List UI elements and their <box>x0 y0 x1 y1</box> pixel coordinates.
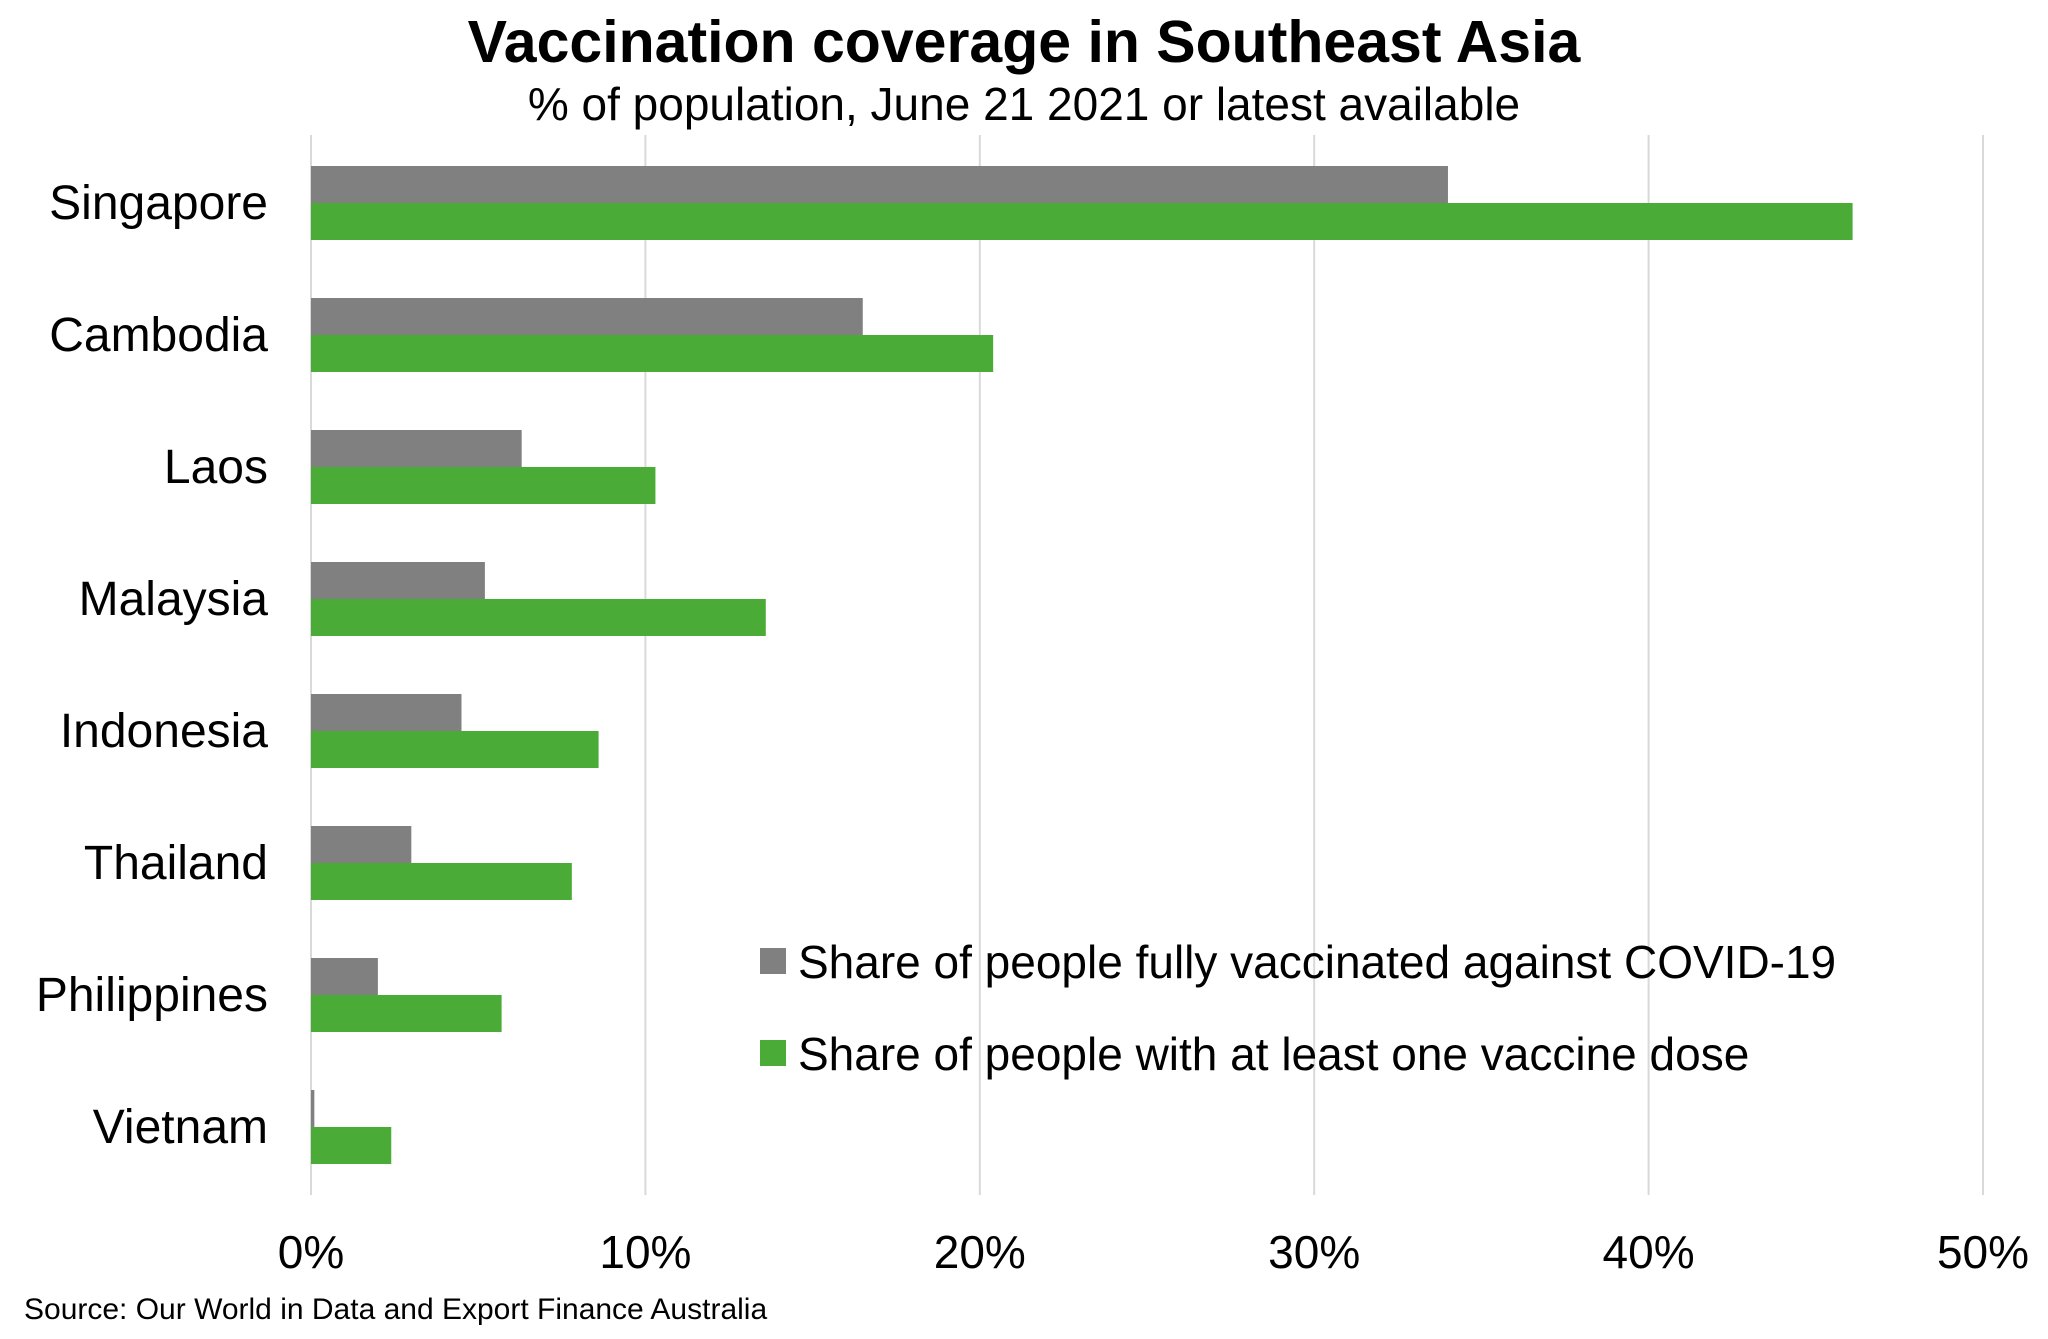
category-label: Vietnam <box>93 1101 268 1154</box>
bar-one-dose <box>311 203 1853 240</box>
category-label: Philippines <box>36 969 268 1022</box>
bar-one-dose <box>311 467 656 504</box>
category-labels: Singapore Cambodia Laos Malaysia Indonesia Th… <box>36 177 268 1154</box>
bar-fully-vaccinated <box>311 430 522 467</box>
category-label: Indonesia <box>60 705 268 758</box>
legend-swatch <box>760 948 786 974</box>
legend-swatch <box>760 1040 786 1066</box>
legend: Share of people fully vaccinated against… <box>760 936 1836 1080</box>
bar-fully-vaccinated <box>311 826 412 863</box>
bar-one-dose <box>311 335 994 372</box>
chart-subtitle: % of population, June 21 2021 or latest … <box>527 78 1521 130</box>
bar-fully-vaccinated <box>311 166 1448 203</box>
bar-fully-vaccinated <box>311 562 485 599</box>
source-note: Source: Our World in Data and Export Fin… <box>24 1293 768 1326</box>
bar-one-dose <box>311 731 599 768</box>
bars <box>311 166 1853 1164</box>
x-tick-label: 10% <box>599 1226 691 1278</box>
x-tick-label: 50% <box>1937 1226 2029 1278</box>
x-tick-label: 40% <box>1603 1226 1695 1278</box>
bar-one-dose <box>311 995 502 1032</box>
category-label: Singapore <box>49 177 268 230</box>
x-tick-label: 30% <box>1268 1226 1360 1278</box>
category-label: Malaysia <box>79 573 269 626</box>
bar-one-dose <box>311 863 572 900</box>
bar-fully-vaccinated <box>311 1090 315 1127</box>
category-label: Laos <box>164 441 268 494</box>
bar-fully-vaccinated <box>311 298 863 335</box>
x-tick-label: 20% <box>934 1226 1026 1278</box>
category-label: Cambodia <box>49 309 268 362</box>
category-label: Thailand <box>84 837 268 890</box>
legend-label: Share of people fully vaccinated against… <box>798 936 1836 988</box>
legend-label: Share of people with at least one vaccin… <box>798 1028 1749 1080</box>
x-tick-label: 0% <box>278 1226 344 1278</box>
bar-one-dose <box>311 1127 392 1164</box>
bar-fully-vaccinated <box>311 694 462 731</box>
chart-title: Vaccination coverage in Southeast Asia <box>467 9 1581 75</box>
bar-fully-vaccinated <box>311 958 378 995</box>
bar-one-dose <box>311 599 766 636</box>
x-axis-ticks: 0% 10% 20% 30% 40% 50% <box>278 1226 2029 1278</box>
